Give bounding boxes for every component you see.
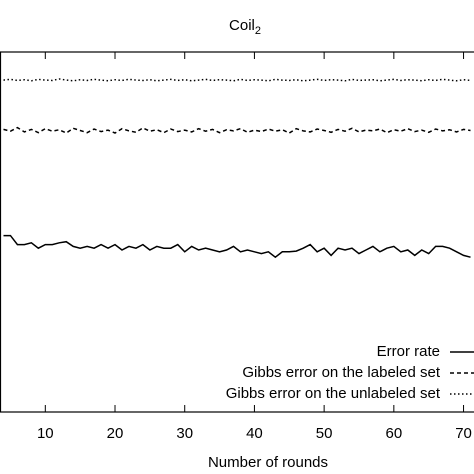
title-main: Coil [229, 17, 255, 34]
legend-label: Error rate [377, 343, 440, 360]
x-tick-label: 60 [385, 425, 402, 442]
x-tick-label: 40 [246, 425, 263, 442]
x-tick-label: 30 [176, 425, 193, 442]
x-tick-label: 20 [107, 425, 124, 442]
x-axis-label: Number of rounds [208, 454, 328, 471]
x-tick-label: 70 [455, 425, 472, 442]
legend-label: Gibbs error on the labeled set [242, 364, 440, 381]
title-subscript: 2 [255, 25, 261, 37]
x-tick-label: 50 [316, 425, 333, 442]
series-line [3, 78, 471, 82]
series-line [3, 234, 471, 259]
x-tick-label: 10 [37, 425, 54, 442]
plot-frame [0, 51, 474, 413]
series-line [3, 126, 471, 134]
chart-title: Coil2 [229, 17, 261, 37]
legend-label: Gibbs error on the unlabeled set [226, 385, 441, 402]
